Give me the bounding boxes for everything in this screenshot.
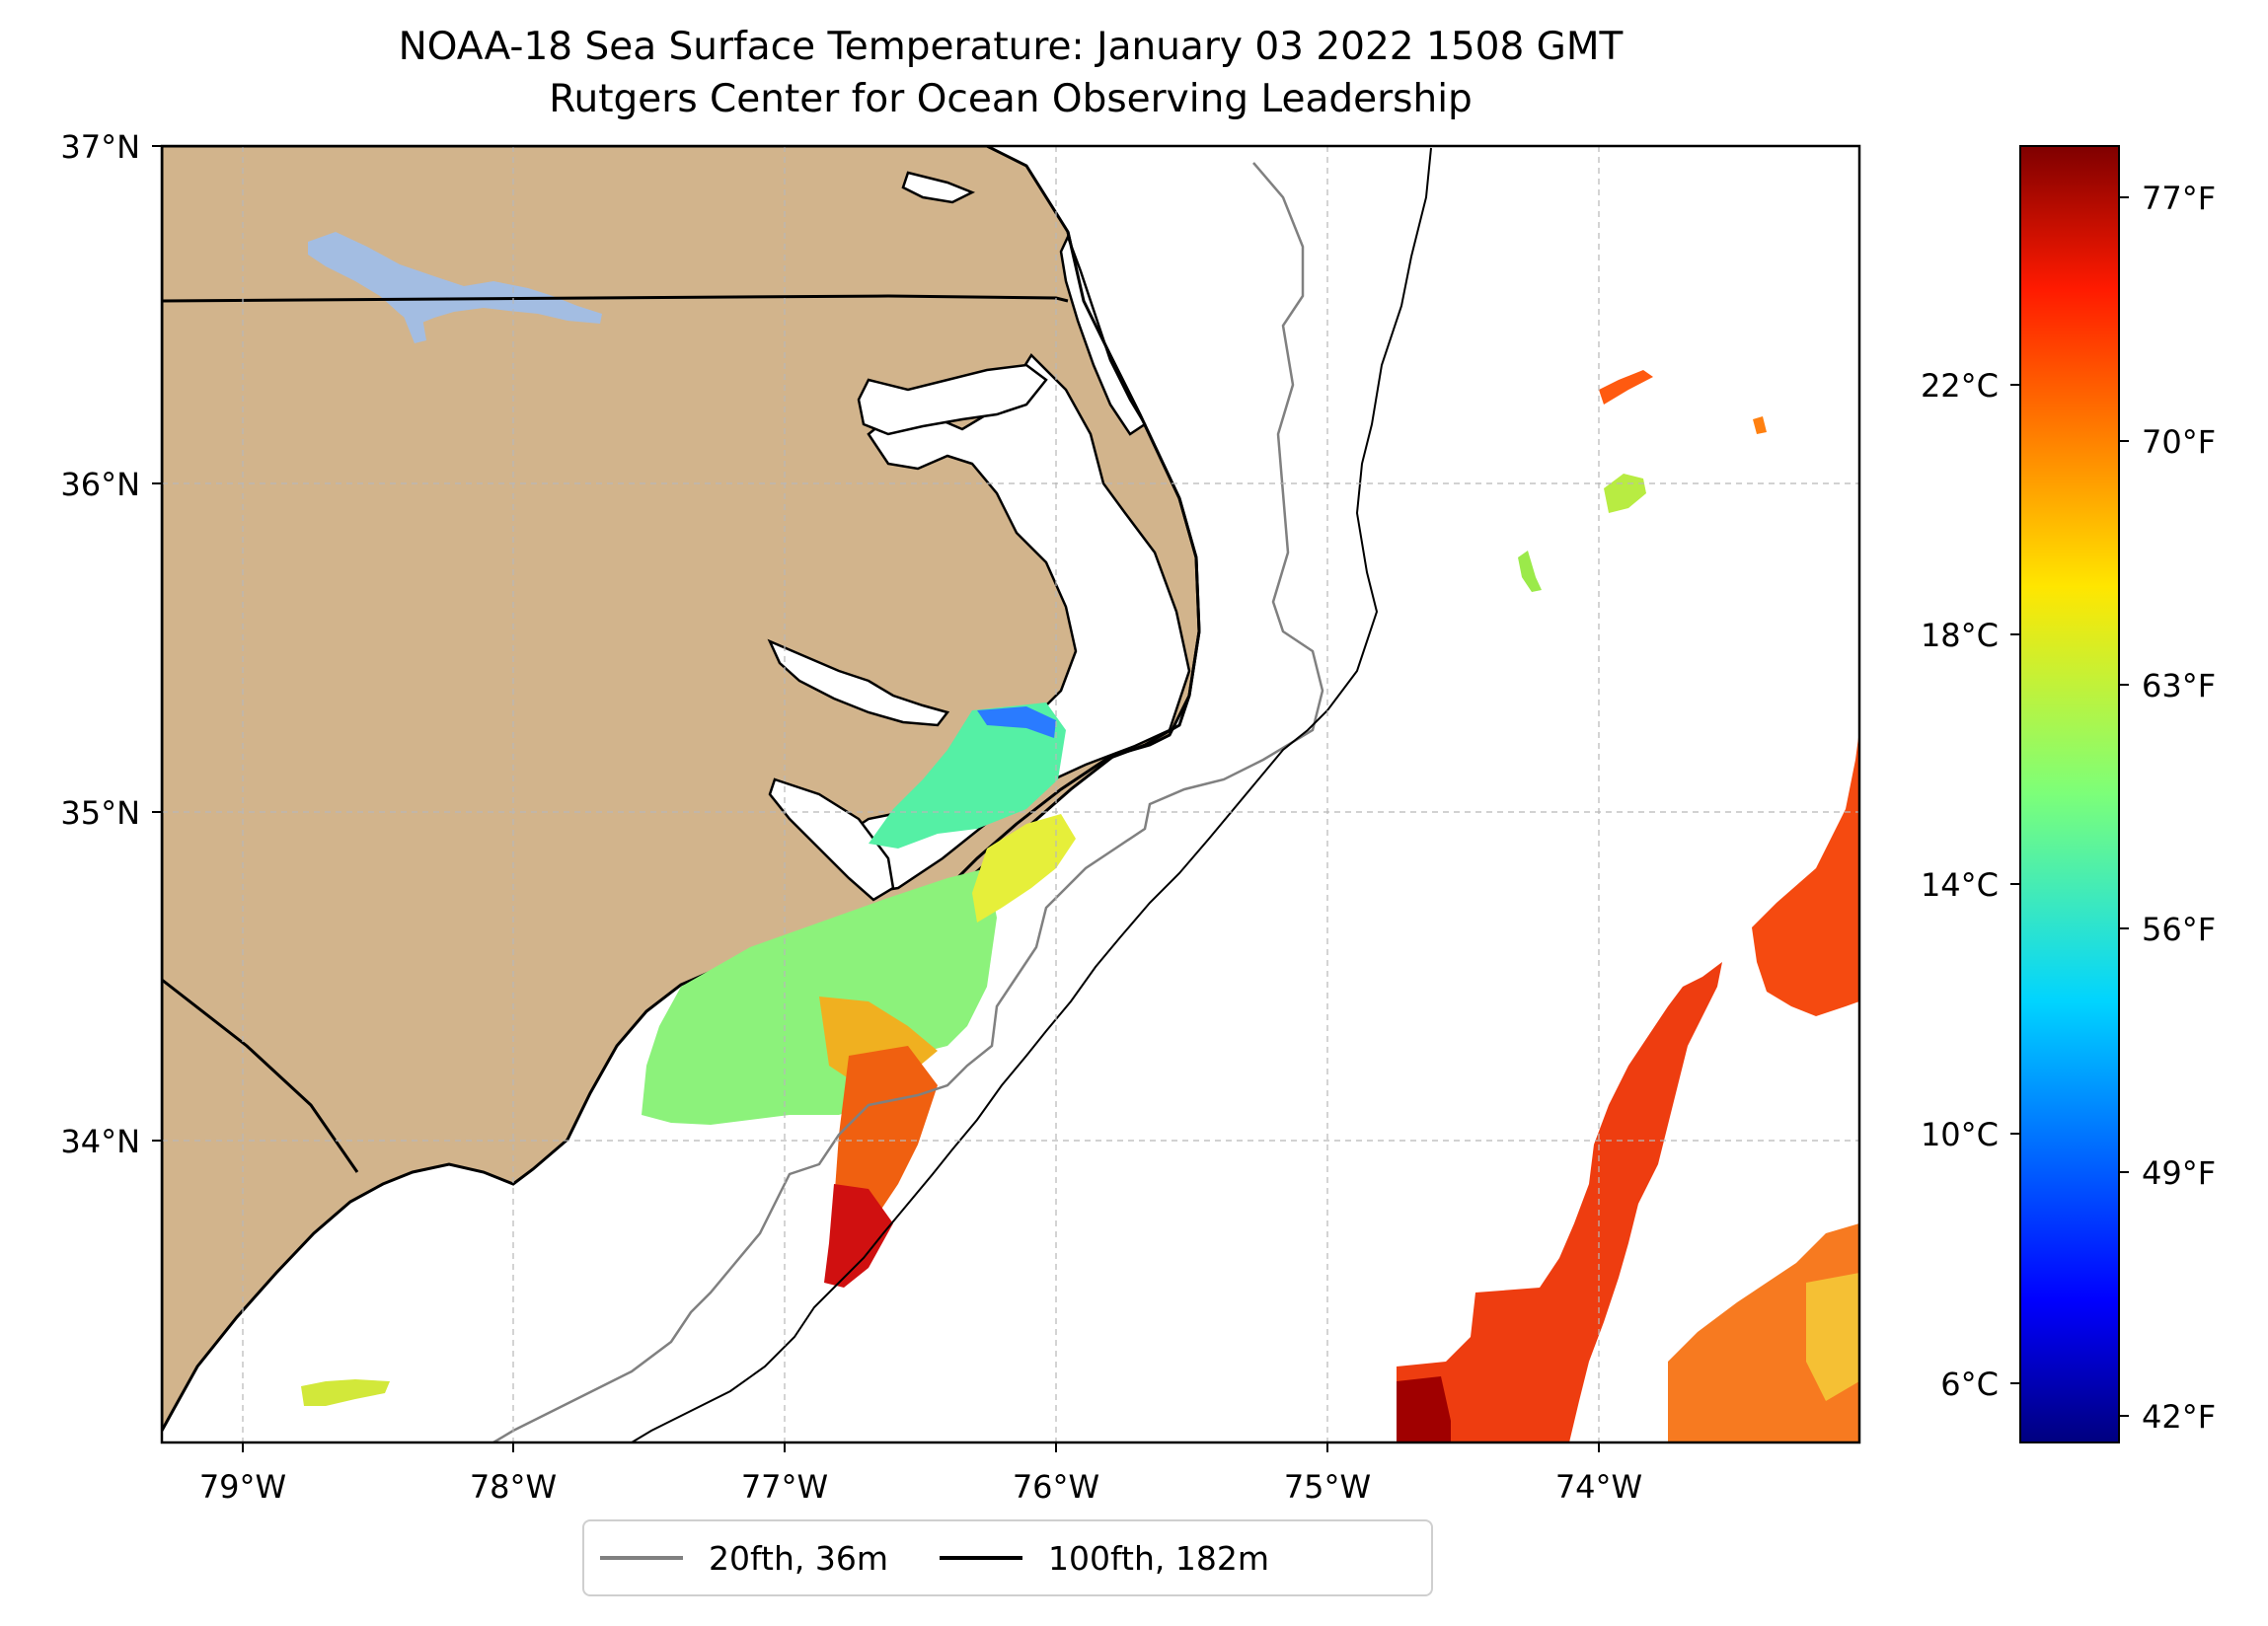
sst-cape-lookout (972, 814, 1076, 923)
colorbar (2019, 145, 2120, 1443)
legend-swatch-100fth (940, 1556, 1022, 1560)
map-frame (160, 144, 1861, 1444)
lon-tick-74: 74°W (1555, 1468, 1642, 1506)
map-subtitle: Rutgers Center for Ocean Observing Leade… (549, 77, 1473, 121)
lake (308, 232, 602, 326)
sst-nearshore (869, 702, 1066, 849)
sst-offshore-warm-se (1668, 1223, 1859, 1442)
lon-tick-78: 78°W (470, 1468, 557, 1506)
lon-tick-79: 79°W (199, 1468, 286, 1506)
legend: 20fth, 36m 100fth, 182m (582, 1519, 1433, 1596)
contour-100fth (631, 147, 1432, 1443)
sst-offshore-warm-east (1752, 730, 1859, 1016)
pamlico-river (767, 638, 950, 727)
back-bay (901, 171, 976, 204)
colorbar-f-42: 42°F (2142, 1398, 2216, 1436)
state-border-nc-sc (162, 978, 359, 1173)
colorbar-c-18: 18°C (1921, 617, 1999, 654)
sst-offshore-warm-south (1397, 962, 1722, 1442)
colorbar-f-ticks (2119, 196, 2129, 1417)
colorbar-f-77: 77°F (2142, 180, 2216, 217)
sst-patch-east-4 (1753, 416, 1767, 434)
lat-ticks (152, 145, 162, 1142)
colorbar-c-10: 10°C (1921, 1116, 1999, 1153)
colorbar-f-70: 70°F (2142, 423, 2216, 461)
sst-offshore-dark-red (1397, 1376, 1451, 1442)
sst-gulf-stream-core (824, 1184, 893, 1288)
legend-swatch-20fth (600, 1556, 683, 1560)
lake-arm (403, 314, 426, 343)
state-border-nc-va (162, 294, 1069, 303)
sst-patch-east-3 (1518, 551, 1542, 592)
sst-offshore-yellow-se (1806, 1273, 1859, 1401)
lon-tick-76: 76°W (1013, 1468, 1099, 1506)
legend-label-20fth: 20fth, 36m (709, 1538, 888, 1578)
albemarle-sound (857, 363, 1048, 436)
currituck-sound (1059, 233, 1147, 436)
lat-tick-34: 34°N (60, 1123, 140, 1160)
lon-tick-77: 77°W (741, 1468, 828, 1506)
lon-ticks (242, 1442, 1600, 1452)
map-area (162, 146, 1859, 1442)
colorbar-c-14: 14°C (1921, 866, 1999, 904)
legend-item-20fth: 20fth, 36m (584, 1539, 888, 1578)
lat-tick-35: 35°N (60, 794, 140, 832)
legend-label-100fth: 100fth, 182m (1048, 1538, 1269, 1578)
colorbar-c-22: 22°C (1921, 367, 1999, 405)
gridlines (162, 146, 1859, 1442)
outer-banks (916, 231, 1201, 924)
lon-tick-75: 75°W (1284, 1468, 1371, 1506)
colorbar-f-63: 63°F (2142, 667, 2216, 704)
sst-patch-east-1 (1599, 370, 1653, 405)
colorbar-f-56: 56°F (2142, 911, 2216, 948)
contour-20fth (492, 162, 1324, 1444)
sst-patch-east-2 (1604, 474, 1646, 513)
lat-tick-37: 37°N (60, 128, 140, 166)
neuse-river (768, 777, 895, 902)
lat-tick-36: 36°N (60, 466, 140, 503)
legend-item-100fth: 100fth, 182m (924, 1539, 1269, 1578)
sst-patch-west (301, 1379, 390, 1406)
map-title: NOAA-18 Sea Surface Temperature: January… (398, 25, 1624, 69)
colorbar-f-49: 49°F (2142, 1154, 2216, 1192)
sst-nearshore-cold-edge (977, 706, 1056, 738)
colorbar-c-ticks (2010, 384, 2020, 1384)
colorbar-c-6: 6°C (1940, 1366, 1999, 1403)
